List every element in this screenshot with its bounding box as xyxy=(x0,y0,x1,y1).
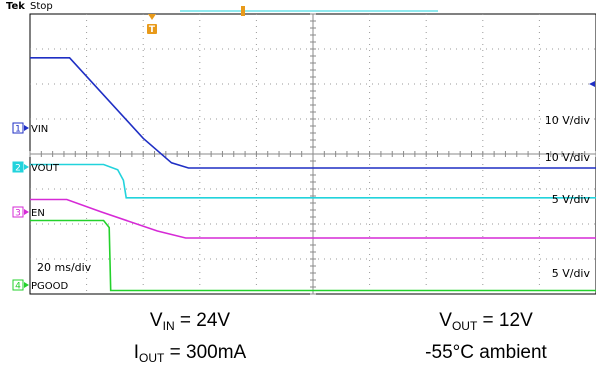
trace-layer xyxy=(30,57,596,292)
timebase-label: 20 ms/div xyxy=(37,261,92,274)
graticule: T xyxy=(29,6,596,295)
channel-3-name: EN xyxy=(31,208,45,219)
trace-en xyxy=(30,198,596,239)
brand-label: Tek xyxy=(6,1,25,12)
channel-2-arrow xyxy=(24,164,29,170)
channel-4-name: PGOOD xyxy=(31,281,69,292)
channel-2-number: 2 xyxy=(15,164,21,174)
caption-vout: VOUT = 12V xyxy=(439,310,533,333)
channel-1-number: 1 xyxy=(15,125,21,135)
channel-2-name: VOUT xyxy=(31,163,60,174)
channel-4-arrow xyxy=(24,282,29,288)
channel-4-number: 4 xyxy=(15,282,21,292)
channel-4-scale: 5 V/div xyxy=(552,267,591,280)
caption-vin: VIN = 24V xyxy=(149,310,231,333)
trace-vin xyxy=(30,57,596,169)
trigger-badge-label: T xyxy=(149,25,156,35)
channel-3-scale: 5 V/div xyxy=(552,193,591,206)
trigger-level-arrow xyxy=(589,81,595,87)
channel-3-arrow xyxy=(24,209,29,215)
trigger-badge xyxy=(147,24,157,34)
acquisition-state: Stop xyxy=(30,1,53,12)
record-position-marker xyxy=(241,6,245,16)
trigger-position-marker xyxy=(148,14,156,20)
channel-4-badge xyxy=(12,279,24,291)
channel-1-arrow xyxy=(24,125,29,131)
caption-ambient: -55°C ambient xyxy=(425,342,547,363)
channel-label-layer: 1 VIN 10 V/div 2 VOUT 10 V/div 3 EN 5 V/div 4 PGOO… xyxy=(12,114,591,292)
oscilloscope-display: T 1 VIN 10 V/div 2 VOUT 10 V/div 3 EN 5 V/div 4 PG… xyxy=(12,6,596,295)
trace-vout xyxy=(30,163,596,199)
channel-2-badge xyxy=(12,161,24,173)
channel-1-badge xyxy=(12,122,24,134)
channel-1-name: VIN xyxy=(31,124,48,135)
trace-pgood xyxy=(30,219,596,292)
channel-3-badge xyxy=(12,206,24,218)
channel-2-scale: 10 V/div xyxy=(545,151,591,164)
channel-1-scale: 10 V/div xyxy=(545,114,591,127)
channel-3-number: 3 xyxy=(15,209,21,219)
caption-iout: IOUT = 300mA xyxy=(133,342,247,365)
